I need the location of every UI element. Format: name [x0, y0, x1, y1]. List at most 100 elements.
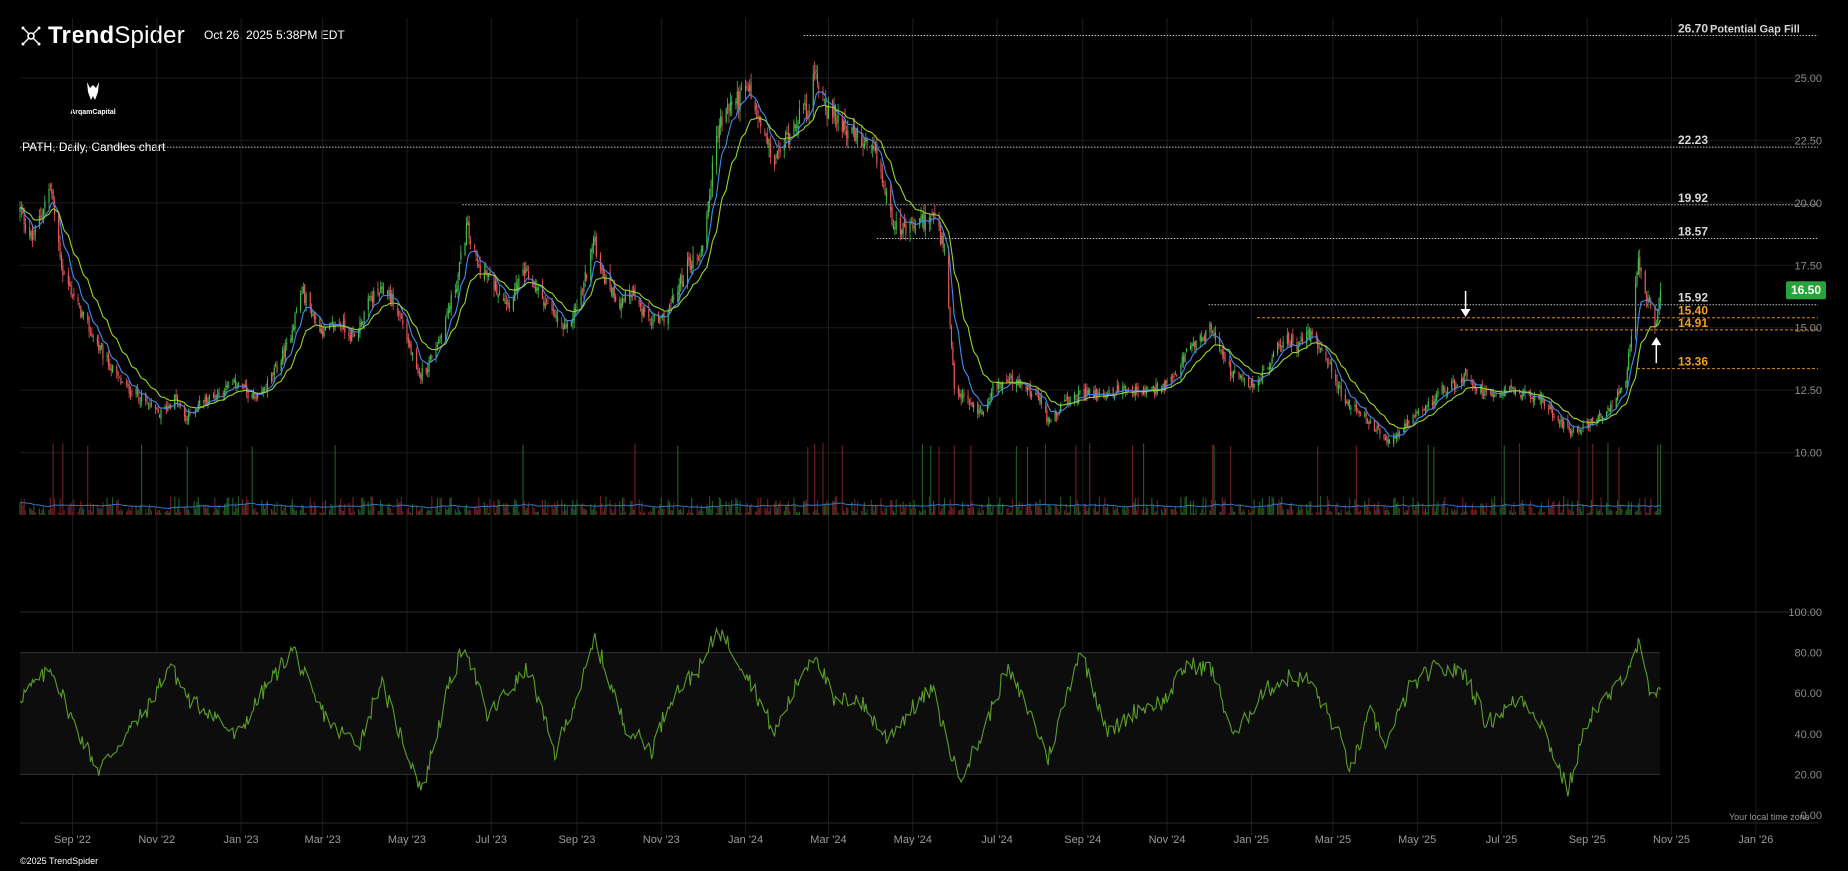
volume-bar [711, 500, 713, 515]
volume-bar [988, 497, 990, 515]
candle-body [1388, 439, 1391, 444]
volume-bar [670, 509, 672, 515]
candle-body [38, 215, 40, 227]
candle-body [203, 400, 205, 404]
volume-bar [1648, 506, 1650, 515]
volume-bar [1116, 507, 1118, 515]
candle-body [1431, 400, 1433, 406]
volume-bar [1329, 511, 1331, 515]
volume-bar [1423, 511, 1425, 515]
candle-body [699, 254, 701, 258]
candle-body [630, 296, 632, 298]
candle-body [1547, 407, 1550, 410]
volume-bar [1433, 446, 1435, 515]
candle-body [1202, 337, 1204, 341]
candle-body [874, 147, 877, 151]
volume-bar [170, 496, 172, 515]
volume-bar [899, 503, 901, 515]
level-label: 22.23 [1678, 133, 1708, 147]
volume-bar [1018, 501, 1020, 515]
volume-bar [427, 509, 429, 515]
candle-body [53, 201, 56, 215]
volume-bar [1373, 503, 1375, 515]
candle-body [1270, 363, 1272, 370]
candle-body [1568, 426, 1570, 430]
volume-bar [241, 499, 244, 515]
candle-body [876, 144, 878, 164]
candle-body [856, 127, 859, 139]
candle-body [127, 384, 129, 385]
candle-body [1329, 363, 1331, 365]
candle-body [1278, 343, 1280, 347]
volume-bar [1640, 511, 1642, 515]
volume-bar [1162, 512, 1164, 515]
candle-body [145, 393, 147, 402]
candle-body [464, 242, 466, 256]
arrow-markers [1460, 290, 1662, 364]
x-tick-label: May '24 [894, 834, 932, 846]
volume-bar [707, 506, 709, 515]
candle-body [353, 333, 356, 337]
volume-bar [489, 499, 491, 515]
candle-body [1115, 391, 1117, 393]
candle-body [1473, 383, 1475, 385]
volume-bar [136, 510, 139, 515]
candle-body [852, 125, 854, 131]
candle-body [400, 316, 403, 319]
volume-bar [399, 501, 401, 515]
candle-body [1636, 272, 1638, 285]
candle-body [591, 246, 593, 252]
volume-bar [67, 506, 69, 515]
candle-body [1209, 322, 1211, 333]
volume-bar [304, 512, 306, 515]
volume-bar [1160, 509, 1163, 515]
volume-bar [901, 511, 903, 515]
volume-bar [1141, 509, 1143, 515]
candle-body [807, 114, 809, 117]
timestamp: Oct 26, 2025 5:38PM EDT [204, 28, 345, 42]
arrow-down-icon [1460, 308, 1471, 317]
candle-body [880, 161, 882, 173]
candle-body [276, 366, 278, 372]
x-tick-label: Mar '25 [1315, 834, 1351, 846]
price-tick-label: 25.00 [1794, 73, 1822, 85]
candle-body [1460, 379, 1463, 384]
candle-body [208, 394, 210, 400]
candle-body [979, 408, 982, 410]
volume-bar [1163, 505, 1165, 515]
volume-bar [863, 502, 865, 515]
volume-bar [717, 507, 719, 515]
volume-bar [1406, 510, 1409, 515]
volume-bar [1205, 498, 1207, 515]
candle-body [320, 328, 322, 334]
volume-bar [1369, 511, 1371, 515]
volume-bar [29, 507, 31, 515]
candle-body [903, 220, 906, 227]
candle-body [399, 313, 401, 317]
candle-body [1060, 403, 1062, 413]
volume-bar [1538, 511, 1540, 515]
volume-bar [73, 499, 75, 515]
candle-body [431, 356, 433, 359]
volume-bar [1029, 503, 1031, 515]
candle-body [1542, 397, 1544, 402]
volume-bar [1611, 510, 1613, 515]
candle-body [634, 287, 636, 300]
volume-bar [1650, 498, 1652, 515]
volume-bar [1582, 504, 1584, 515]
volume-bar [1127, 508, 1129, 515]
volume-bar [1395, 504, 1398, 515]
volume-bar [410, 513, 412, 515]
candle-body [1035, 393, 1037, 395]
candle-body [1151, 387, 1153, 389]
volume-bar [615, 503, 617, 515]
volume-bar [613, 508, 615, 515]
volume-bar [570, 507, 573, 515]
volume-bar [456, 512, 458, 515]
candle-body [1007, 379, 1009, 382]
candle-body [1456, 384, 1458, 386]
volume-bar [735, 497, 737, 515]
volume-bar [117, 499, 119, 515]
candle-body [720, 116, 722, 128]
